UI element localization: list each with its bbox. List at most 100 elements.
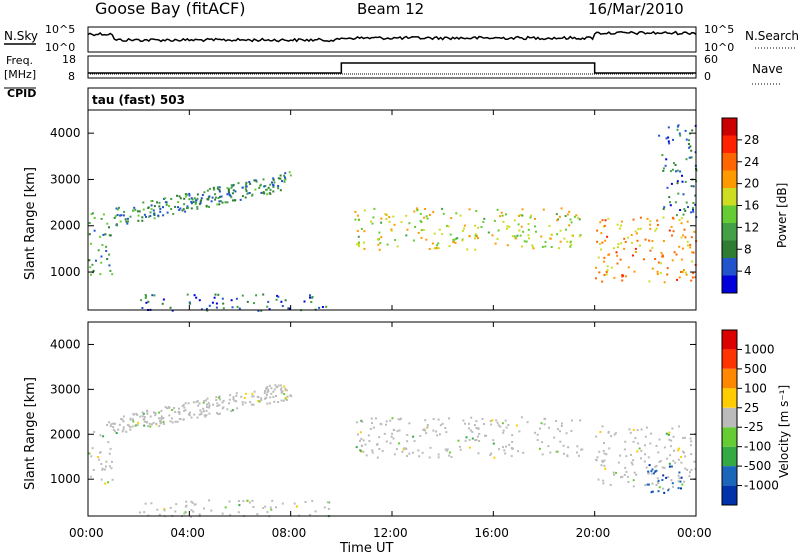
scatter-cell bbox=[249, 182, 252, 185]
scatter-cell bbox=[171, 309, 174, 312]
scatter-cell bbox=[540, 235, 543, 238]
scatter-cell bbox=[678, 132, 681, 135]
scatter-cell bbox=[628, 428, 631, 431]
scatter-cell bbox=[227, 187, 230, 190]
scatter-cell bbox=[654, 470, 657, 473]
scatter-cell bbox=[281, 502, 284, 505]
scatter-cell bbox=[235, 392, 238, 395]
scatter-cell bbox=[159, 210, 162, 213]
scatter-cell bbox=[92, 269, 95, 272]
scatter-cell bbox=[456, 237, 459, 240]
scatter-cell bbox=[644, 444, 646, 447]
scatter-cell bbox=[186, 293, 189, 296]
scatter-cell bbox=[645, 466, 648, 469]
scatter-cell bbox=[657, 451, 660, 454]
scatter-cell bbox=[632, 459, 635, 462]
scatter-cell bbox=[525, 240, 528, 243]
scatter-cell bbox=[684, 129, 687, 132]
scatter-cell bbox=[152, 209, 155, 212]
scatter-cell bbox=[447, 225, 450, 228]
scatter-cell bbox=[272, 178, 275, 181]
scatter-cell bbox=[139, 415, 142, 418]
scatter-cell bbox=[603, 273, 606, 276]
scatter-cell bbox=[133, 206, 136, 209]
scatter-cell bbox=[412, 435, 415, 438]
scatter-cell bbox=[448, 417, 451, 420]
scatter-cell bbox=[170, 208, 173, 211]
scatter-cell bbox=[541, 245, 544, 248]
scatter-cell bbox=[627, 481, 630, 483]
scatter-cell bbox=[230, 299, 233, 302]
scatter-cell bbox=[174, 411, 177, 413]
y-tick-label: 1000 bbox=[50, 265, 81, 279]
scatter-cell bbox=[556, 428, 559, 431]
scatter-cell bbox=[662, 474, 665, 477]
scatter-cell bbox=[242, 500, 245, 503]
scatter-cell bbox=[164, 406, 167, 409]
scatter-cell bbox=[265, 393, 268, 396]
colorbar-segment bbox=[722, 427, 737, 447]
scatter-cell bbox=[671, 234, 673, 237]
scatter-cell bbox=[178, 407, 180, 410]
scatter-cell bbox=[689, 437, 692, 440]
scatter-cell bbox=[164, 197, 167, 200]
scatter-cell bbox=[281, 180, 283, 183]
scatter-cell bbox=[684, 209, 687, 212]
scatter-cell bbox=[682, 450, 684, 453]
scatter-cell bbox=[677, 480, 680, 483]
scatter-cell bbox=[664, 164, 667, 167]
scatter-cell bbox=[169, 506, 172, 509]
scatter-cell bbox=[459, 448, 462, 451]
scatter-cell bbox=[111, 460, 113, 463]
scatter-cell bbox=[671, 216, 674, 219]
scatter-cell bbox=[389, 419, 392, 422]
scatter-cell bbox=[129, 418, 132, 421]
y-tick-label: 2000 bbox=[50, 219, 81, 233]
scatter-cell bbox=[640, 457, 642, 460]
scatter-cell bbox=[384, 213, 387, 216]
scatter-cell bbox=[603, 442, 605, 444]
scatter-cell bbox=[166, 211, 169, 214]
scatter-cell bbox=[603, 452, 606, 455]
scatter-cell bbox=[690, 453, 693, 456]
scatter-cell bbox=[684, 467, 687, 470]
scatter-cell bbox=[692, 272, 695, 275]
scatter-cell bbox=[676, 125, 679, 128]
scatter-cell bbox=[655, 227, 658, 230]
scatter-cell bbox=[231, 192, 234, 195]
scatter-cell bbox=[142, 418, 145, 421]
scatter-cell bbox=[169, 420, 172, 423]
scatter-cell bbox=[636, 239, 639, 242]
scatter-cell bbox=[617, 243, 620, 246]
scatter-cell bbox=[186, 205, 189, 208]
scatter-cell bbox=[110, 467, 113, 470]
velocity-ylabel: Slant Range [km] bbox=[23, 377, 38, 490]
nave-label: Nave bbox=[752, 62, 783, 76]
scatter-cell bbox=[518, 214, 520, 217]
scatter-cell bbox=[442, 212, 445, 215]
scatter-cell bbox=[414, 226, 417, 228]
scatter-cell bbox=[253, 390, 256, 393]
scatter-cell bbox=[680, 271, 682, 273]
scatter-cell bbox=[662, 216, 665, 219]
scatter-cell bbox=[550, 246, 553, 248]
scatter-cell bbox=[179, 197, 182, 200]
scatter-cell bbox=[267, 390, 270, 392]
scatter-cell bbox=[415, 207, 418, 210]
scatter-cell bbox=[90, 273, 92, 276]
scatter-cell bbox=[183, 406, 186, 409]
scatter-cell bbox=[283, 180, 286, 183]
scatter-cell bbox=[264, 390, 266, 392]
scatter-cell bbox=[148, 215, 151, 218]
scatter-cell bbox=[595, 459, 598, 462]
scatter-cell bbox=[355, 446, 358, 449]
scatter-cell bbox=[221, 512, 224, 515]
scatter-cell bbox=[435, 430, 438, 433]
scatter-cell bbox=[690, 156, 693, 159]
scatter-cell bbox=[91, 263, 94, 266]
scatter-cell bbox=[571, 234, 574, 237]
scatter-cell bbox=[426, 424, 429, 426]
scatter-cell bbox=[677, 487, 680, 490]
scatter-cell bbox=[239, 198, 242, 201]
scatter-cell bbox=[248, 501, 251, 504]
